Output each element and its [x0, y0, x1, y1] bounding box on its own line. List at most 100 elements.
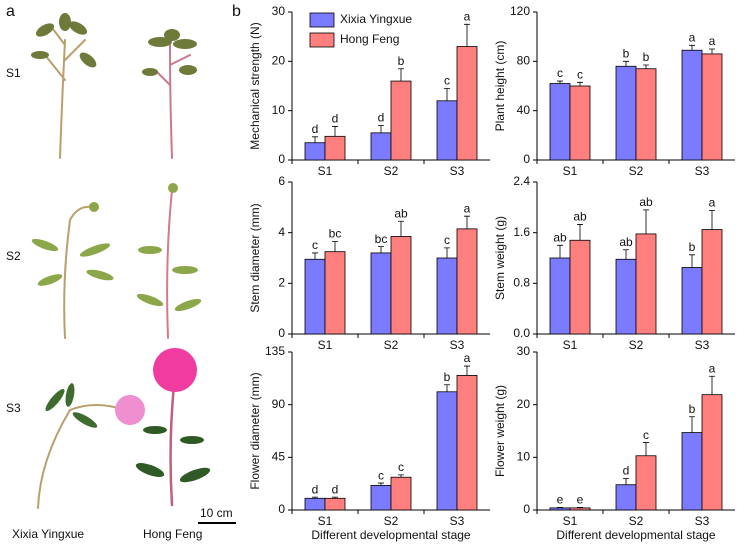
bar	[456, 375, 478, 511]
y-tick-label: 0.0	[513, 326, 530, 340]
significance-letter: a	[709, 34, 716, 48]
bar	[436, 100, 458, 161]
significance-letter: c	[577, 67, 583, 81]
significance-letter: c	[378, 468, 384, 482]
bar	[681, 49, 703, 161]
y-axis-title: Stem weight (g)	[493, 216, 507, 300]
error-bar	[709, 48, 715, 54]
bar	[390, 476, 412, 511]
error-bar	[444, 88, 450, 101]
significance-letter: ab	[394, 206, 408, 220]
error-bar	[623, 478, 629, 485]
x-tick-label: S2	[629, 164, 644, 178]
error-bar	[464, 215, 470, 229]
bar	[304, 142, 326, 161]
significance-letter: b	[398, 54, 405, 68]
significance-letter: c	[643, 428, 649, 442]
bar	[370, 485, 392, 511]
y-tick-label: 4	[278, 225, 285, 239]
y-tick-label: 20	[517, 397, 531, 411]
y-tick-label: 40	[517, 103, 531, 117]
significance-letter: d	[332, 482, 339, 496]
bar	[324, 135, 346, 161]
x-tick-label: S2	[384, 164, 399, 178]
significance-letter: a	[689, 30, 696, 44]
significance-letter: a	[709, 361, 716, 375]
x-tick-label: S3	[450, 514, 465, 528]
significance-letter: a	[464, 10, 471, 24]
stage-label: S2	[6, 249, 21, 263]
error-bar	[689, 254, 695, 268]
y-tick-label: 20	[272, 54, 286, 68]
plant-photos	[31, 13, 211, 509]
bar	[615, 258, 637, 335]
bar	[635, 455, 657, 511]
error-bar	[464, 23, 470, 47]
bar	[681, 267, 703, 335]
y-tick-label: 2	[278, 276, 285, 290]
significance-letter: a	[464, 351, 471, 365]
x-tick-label: S3	[450, 338, 465, 352]
x-tick-label: S3	[695, 514, 710, 528]
y-tick-label: 0	[278, 152, 285, 166]
significance-letter: c	[444, 74, 450, 88]
bar	[370, 252, 392, 335]
legend-label: Xixia Yingxue	[340, 12, 412, 26]
x-tick-label: S3	[450, 164, 465, 178]
significance-letter: c	[444, 233, 450, 247]
significance-letter: b	[623, 47, 630, 61]
bar	[615, 65, 637, 161]
bar	[615, 484, 637, 511]
scale-label: 10 cm	[200, 506, 233, 520]
panel-label: a	[6, 3, 15, 20]
cultivar-label: Hong Feng	[143, 527, 202, 541]
bar	[324, 251, 346, 335]
bar	[436, 391, 458, 511]
error-bar	[332, 496, 338, 499]
error-bar	[623, 249, 629, 260]
legend-label: Hong Feng	[340, 32, 399, 46]
significance-letter: e	[557, 493, 564, 507]
error-bar	[557, 506, 563, 508]
y-tick-label: 2.4	[513, 174, 530, 188]
significance-letter: d	[312, 482, 319, 496]
bar	[324, 497, 346, 511]
error-bar	[398, 220, 404, 237]
y-axis-title: Flower diameter (mm)	[248, 372, 262, 489]
significance-letter: b	[689, 402, 696, 416]
significance-letter: c	[312, 238, 318, 252]
y-tick-label: 135	[265, 344, 285, 358]
y-tick-label: 6	[278, 174, 285, 188]
bar	[436, 257, 458, 335]
error-bar	[689, 416, 695, 433]
stage-label: S3	[6, 401, 21, 415]
bar	[569, 85, 591, 161]
significance-letter: b	[444, 370, 451, 384]
y-tick-label: 0	[278, 326, 285, 340]
y-axis-title: Stem diameter (mm)	[248, 203, 262, 312]
bar	[701, 53, 723, 161]
bar	[370, 132, 392, 161]
significance-letter: ab	[573, 210, 587, 224]
significance-letter: bc	[375, 232, 388, 246]
significance-letter: e	[577, 493, 584, 507]
x-axis-title: Different developmental stage	[311, 528, 471, 542]
bar	[390, 236, 412, 335]
significance-letter: ab	[619, 235, 633, 249]
x-tick-label: S2	[384, 514, 399, 528]
x-tick-label: S1	[563, 338, 578, 352]
error-bar	[444, 384, 450, 392]
y-tick-label: 10	[517, 450, 531, 464]
bar	[390, 80, 412, 161]
y-tick-label: 45	[272, 450, 286, 464]
error-bar	[643, 442, 649, 456]
y-tick-label: 120	[510, 4, 530, 18]
y-tick-label: 0	[523, 502, 530, 516]
x-tick-label: S1	[318, 164, 333, 178]
error-bar	[689, 44, 695, 51]
significance-letter: a	[464, 201, 471, 215]
bar	[635, 233, 657, 335]
error-bar	[577, 81, 583, 86]
significance-letter: b	[643, 50, 650, 64]
